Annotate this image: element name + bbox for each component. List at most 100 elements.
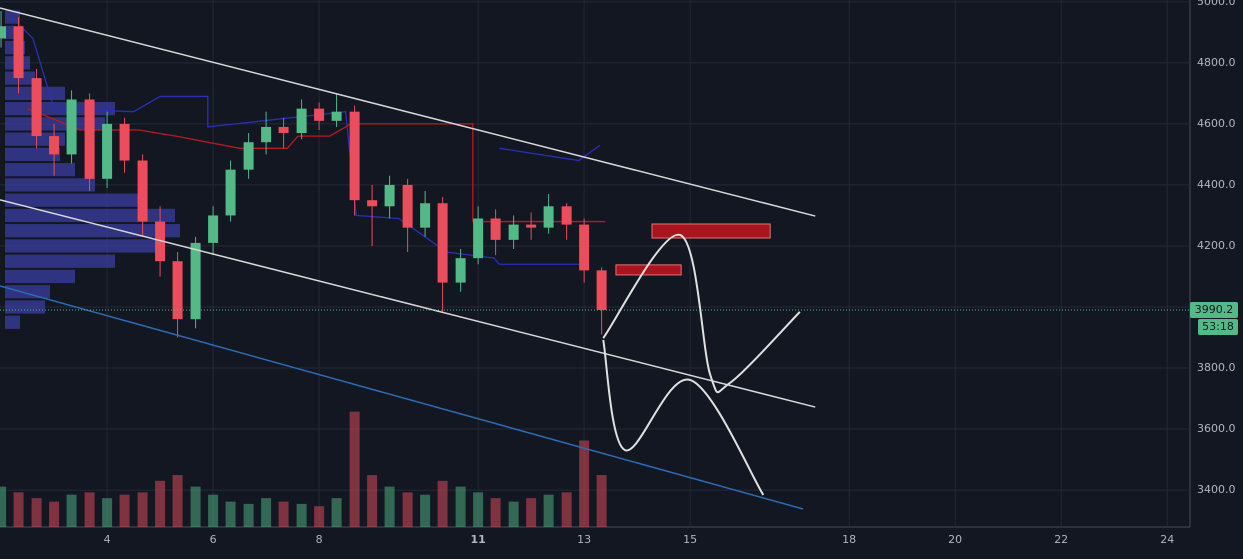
indicator-line [499, 144, 601, 162]
candle-body [596, 270, 607, 310]
candle-body [384, 184, 395, 207]
candle-body [190, 242, 201, 320]
candle-body [137, 160, 148, 222]
last-price-label: 3990.2 [1195, 303, 1234, 316]
countdown-label: 53:18 [1202, 320, 1234, 333]
candle-body [31, 78, 42, 137]
candle-body [314, 108, 325, 121]
candle-body [526, 224, 537, 228]
y-tick-label: 4600.0 [1197, 117, 1236, 130]
volume-bar [225, 501, 236, 527]
volume-profile-bar [5, 285, 50, 299]
projection-curve [602, 339, 765, 496]
candle-body [490, 218, 501, 240]
candle-body [561, 206, 572, 225]
y-tick-label: 4800.0 [1197, 56, 1236, 69]
y-tick-label: 4200.0 [1197, 239, 1236, 252]
volume-profile-bar [5, 25, 15, 39]
candle-body [225, 169, 236, 216]
candle-body [261, 126, 272, 143]
volume-profile-bar [5, 147, 60, 162]
candle-body [296, 108, 307, 134]
candle-body [243, 142, 254, 170]
candle-body [367, 200, 378, 207]
trend-line [0, 285, 804, 510]
x-tick-label: 8 [316, 533, 323, 546]
candle-body [349, 111, 360, 201]
candle-body [437, 203, 448, 283]
volume-bar [243, 503, 254, 527]
x-tick-label: 18 [842, 533, 856, 546]
volume-bar [543, 494, 554, 527]
volume-profile-bar [5, 193, 145, 207]
volume-profile-bar [5, 269, 75, 284]
volume-bar [349, 411, 360, 527]
volume-profile-bar [5, 208, 175, 223]
x-tick-label: 24 [1160, 533, 1174, 546]
candle-body [402, 184, 413, 228]
volume-bar [84, 492, 95, 527]
candle-body [473, 218, 484, 259]
volume-bar [473, 492, 484, 527]
x-tick-label: 4 [104, 533, 111, 546]
volume-bar [49, 501, 60, 527]
volume-profile-bar [5, 300, 45, 314]
volume-profile-bar [5, 254, 115, 268]
zone-box [651, 223, 771, 239]
volume-bar [31, 498, 42, 527]
projection-curve [602, 233, 801, 394]
volume-bar [190, 486, 201, 527]
zone-box [615, 264, 682, 276]
volume-bar [66, 494, 77, 527]
candle-body [84, 99, 95, 179]
candle-body [102, 123, 113, 179]
candle-body [66, 99, 77, 155]
candle-body [455, 258, 466, 283]
volume-bar [102, 498, 113, 527]
x-tick-label: 11 [470, 533, 485, 546]
candle-body [579, 224, 590, 271]
candle-body [331, 111, 342, 121]
candle-body [155, 221, 166, 262]
volume-bar [437, 480, 448, 527]
volume-bar [314, 506, 325, 527]
candle-body [49, 136, 60, 155]
volume-bar [0, 486, 7, 527]
volume-bar [367, 475, 378, 527]
trend-line [0, 7, 816, 217]
y-tick-label: 3600.0 [1197, 422, 1236, 435]
y-tick-label: 4400.0 [1197, 178, 1236, 191]
volume-bar [13, 492, 24, 527]
volume-bar [420, 494, 431, 527]
volume-profile-bar [5, 315, 20, 329]
volume-bar [296, 503, 307, 527]
volume-bar [331, 498, 342, 527]
candle-body [508, 224, 519, 240]
volume-bar [261, 498, 272, 527]
candle-body [543, 206, 554, 228]
candle-body [278, 126, 289, 134]
last-price-tag [1190, 301, 1238, 318]
x-tick-label: 15 [683, 533, 697, 546]
candle-body [420, 203, 431, 228]
x-tick-label: 6 [210, 533, 217, 546]
volume-bar [579, 440, 590, 527]
candle-body [0, 26, 7, 39]
x-tick-label: 20 [948, 533, 962, 546]
volume-profile-bar [5, 117, 105, 131]
x-tick-label: 22 [1054, 533, 1068, 546]
y-tick-label: 5000.0 [1197, 0, 1236, 8]
volume-profile-bar [5, 178, 95, 192]
volume-bar [172, 475, 183, 527]
volume-bar [455, 486, 466, 527]
candle-body [172, 261, 183, 320]
volume-bar [561, 492, 572, 527]
volume-bar [155, 480, 166, 527]
volume-bar [208, 494, 219, 527]
y-tick-label: 3800.0 [1197, 361, 1236, 374]
volume-bar [402, 492, 413, 527]
x-tick-label: 13 [577, 533, 591, 546]
volume-bar [278, 501, 289, 527]
